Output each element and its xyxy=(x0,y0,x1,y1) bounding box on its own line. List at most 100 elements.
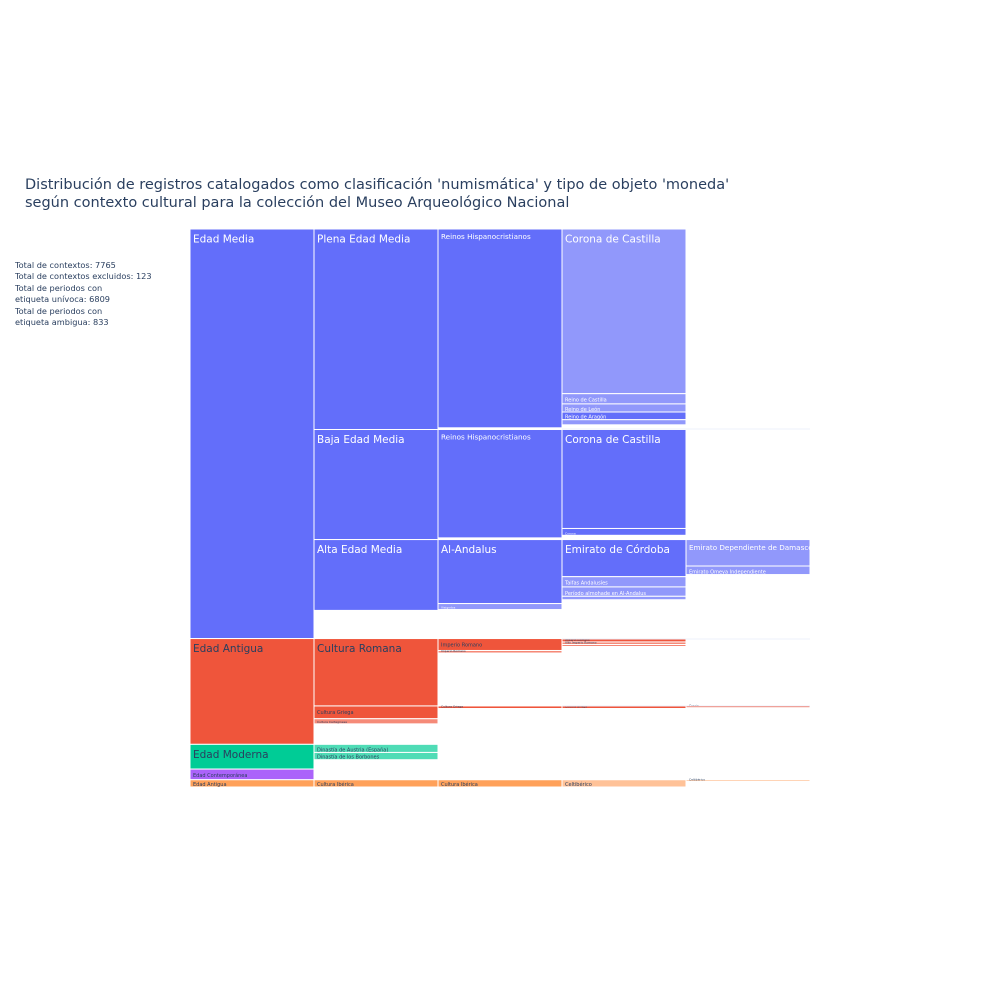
segment-label: Corona de Castilla xyxy=(565,434,661,446)
segment-label: Corona xyxy=(565,531,576,535)
segment-rect[interactable] xyxy=(313,429,439,541)
segment-cultura-romana[interactable]: Cultura Romana xyxy=(313,638,439,707)
segment-cultura-griega[interactable]: Cultura Griega xyxy=(313,705,439,720)
stats-annotation: Total de contextos: 7765 Total de contex… xyxy=(15,260,152,328)
segment-corona-de-castilla[interactable]: Corona de Castilla xyxy=(561,228,687,395)
segment-label: Dinastía de Austria (España) xyxy=(317,746,388,753)
segment-rect[interactable] xyxy=(313,751,439,761)
segment-rect[interactable] xyxy=(561,419,687,426)
segment-cultura-cartaginesa[interactable]: Cultura Cartaginesa xyxy=(313,718,439,725)
segment-rect[interactable] xyxy=(685,539,811,567)
segment-edad-media[interactable]: Edad Media xyxy=(189,228,315,640)
segment-celtiberico[interactable]: Celtibérico xyxy=(561,779,687,788)
segment-celtiberico[interactable]: Celtibérico xyxy=(685,777,811,782)
segment-emirato-dependiente-de-damasco[interactable]: Emirato Dependiente de Damasco xyxy=(685,539,813,567)
segment-label: Imperio Romano xyxy=(565,638,590,642)
segment-label: Imperio Romano xyxy=(441,649,466,653)
segment-rect[interactable] xyxy=(189,638,315,745)
segment-label: Celtibérico xyxy=(565,781,592,788)
segment-segment[interactable] xyxy=(561,644,687,647)
segment-label: Baja Edad Media xyxy=(317,434,405,446)
segment-taifas-andalusies[interactable]: Taifas Andalusíes xyxy=(561,576,687,588)
segment-plena-edad-media[interactable]: Plena Edad Media xyxy=(313,228,439,431)
segment-segment[interactable] xyxy=(561,419,687,426)
segment-edad-moderna[interactable]: Edad Moderna xyxy=(189,743,315,770)
segment-corona-de-castilla[interactable]: Corona de Castilla xyxy=(561,429,687,529)
segment-rect[interactable] xyxy=(561,429,687,529)
segment-label: Cultura Griega xyxy=(317,710,354,716)
segment-visigodos[interactable]: Visigodos xyxy=(437,603,563,611)
segment-alta-edad-media[interactable]: Alta Edad Media xyxy=(313,539,439,611)
stats-line: Total de periodos con xyxy=(15,282,103,293)
segment-label: Cultura Romana xyxy=(317,643,402,655)
segment-rect[interactable] xyxy=(561,527,687,536)
segment-label: Reino de Aragón xyxy=(565,414,606,421)
segment-rect[interactable] xyxy=(437,539,563,605)
segment-label: Cultura Griega xyxy=(441,705,463,709)
segment-label: Reino de León xyxy=(565,406,600,413)
segment-dinastia-de-los-borbones[interactable]: Dinastía de los Borbones xyxy=(313,751,439,761)
stats-line: etiqueta ambigua: 833 xyxy=(15,317,109,328)
segment-label: Cultura Griega xyxy=(565,705,587,709)
segment-label: Alta Edad Media xyxy=(317,544,402,556)
segment-cultura-griega[interactable]: Cultura Griega xyxy=(561,705,687,710)
segment-edad-antigua[interactable]: Edad Antigua xyxy=(189,638,315,745)
segment-rect[interactable] xyxy=(313,539,439,611)
segment-rect[interactable] xyxy=(561,228,687,395)
segment-label: Edad Contemporánea xyxy=(193,772,247,779)
segment-segment[interactable] xyxy=(561,595,687,601)
segment-label: Alto Imperio Romano xyxy=(565,641,597,645)
segment-rect[interactable] xyxy=(685,565,811,576)
segment-label: Plena Edad Media xyxy=(317,234,410,246)
segment-rect[interactable] xyxy=(313,228,439,431)
segment-reino-de-castilla[interactable]: Reino de Castilla xyxy=(561,393,687,405)
segment-emirato-de-cordoba[interactable]: Emirato de Córdoba xyxy=(561,539,687,578)
segment-label: Taifas Andalusíes xyxy=(564,580,608,587)
segment-label: Corona de Castilla xyxy=(565,234,661,246)
segment-edad-contemporanea[interactable]: Edad Contemporánea xyxy=(189,768,315,781)
segment-cultura-iberica[interactable]: Cultura Ibérica xyxy=(313,779,439,788)
segment-label: Edad Antigua xyxy=(193,782,227,788)
segment-periodo-almohade-en-al-andalus[interactable]: Período almohade en Al-Andalus xyxy=(561,586,687,597)
chart-title-line: Distribución de registros catalogados co… xyxy=(25,177,730,193)
segment-rect[interactable] xyxy=(313,718,439,725)
segment-rect[interactable] xyxy=(189,228,315,640)
segment-rect[interactable] xyxy=(685,779,811,782)
segment-label: Celtibérico xyxy=(689,777,705,781)
segment-rect[interactable] xyxy=(437,228,563,429)
segment-label: Edad Antigua xyxy=(193,643,263,655)
segment-label: Emirato de Córdoba xyxy=(565,544,670,556)
segment-rect[interactable] xyxy=(561,539,687,578)
segment-label: Emirato Omeya Independiente xyxy=(689,570,766,576)
stats-line: Total de contextos: 7765 xyxy=(15,260,116,270)
segment-baja-edad-media[interactable]: Baja Edad Media xyxy=(313,429,439,541)
chart-title: Distribución de registros catalogados co… xyxy=(25,176,729,212)
segment-label: Imperio Romano xyxy=(441,643,482,649)
segment-rect[interactable] xyxy=(561,595,687,601)
segment-label: Cultura Ibérica xyxy=(441,781,478,788)
segment-imperio-romano[interactable]: Imperio Romano xyxy=(437,649,563,654)
segment-rect[interactable] xyxy=(437,603,563,611)
segment-rect[interactable] xyxy=(437,429,563,539)
segment-rect[interactable] xyxy=(561,779,687,788)
segment-rect[interactable] xyxy=(313,638,439,707)
segment-label: Edad Media xyxy=(193,234,254,246)
stats-line: Total de contextos excluidos: 123 xyxy=(15,271,152,282)
segment-cultura-griega[interactable]: Cultura Griega xyxy=(437,705,563,710)
segment-label: Período almohade en Al-Andalus xyxy=(565,590,646,597)
segment-emirato-omeya-independiente[interactable]: Emirato Omeya Independiente xyxy=(685,565,811,576)
segment-label: Emirato Dependiente de Damasco xyxy=(689,543,813,552)
segment-rect[interactable] xyxy=(437,649,563,654)
segment-al-andalus[interactable]: Al-Andalus xyxy=(437,539,563,605)
segment-edad-antigua[interactable]: Edad Antigua xyxy=(189,779,315,788)
segment-label: Edad Moderna xyxy=(193,749,269,761)
stats-line: Total de periodos con xyxy=(15,305,103,316)
segment-reinos-hispanocristianos[interactable]: Reinos Hispanocristianos xyxy=(437,228,563,429)
segment-cultura-iberica[interactable]: Cultura Ibérica xyxy=(437,779,563,788)
segment-rect[interactable] xyxy=(561,644,687,647)
segment-corona[interactable]: Corona xyxy=(561,527,687,536)
segment-label: Visigodos xyxy=(441,606,456,610)
segment-reinos-hispanocristianos[interactable]: Reinos Hispanocristianos xyxy=(437,429,563,539)
segment-label: Reino de Castilla xyxy=(565,398,607,404)
